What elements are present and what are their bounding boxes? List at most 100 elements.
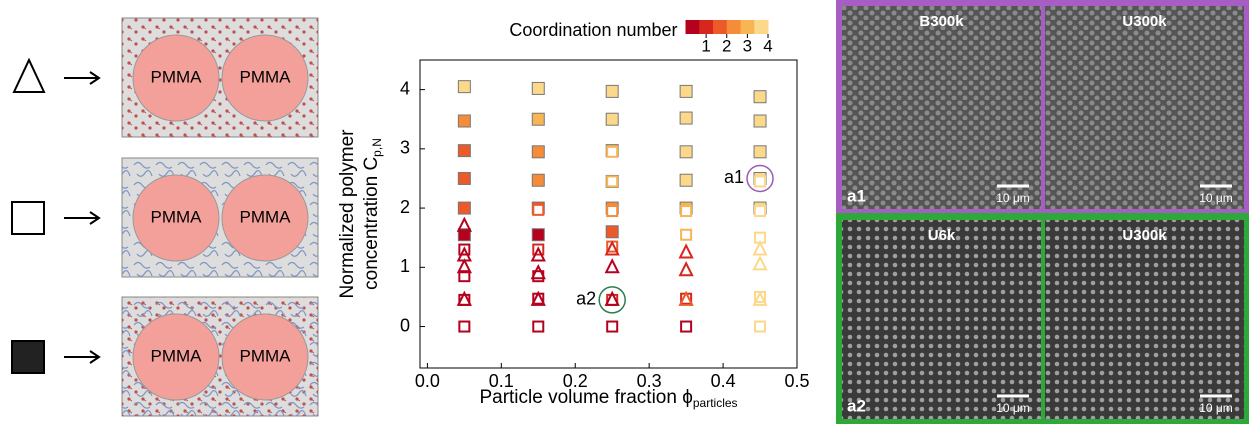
filled-square-point [531, 112, 545, 126]
open-square-point [606, 175, 619, 188]
triangle-point [752, 240, 768, 256]
schematics: PMMA PMMA PMMA PMMA PMMA PMMA [11, 17, 319, 417]
open-square-point [458, 270, 471, 283]
x-tick-label: 0.4 [711, 371, 736, 391]
particle-label: PMMA [240, 67, 292, 86]
open-square-point [606, 205, 619, 218]
filled-square-point [605, 84, 619, 98]
particle-label: PMMA [240, 346, 292, 365]
open-square-point [680, 205, 693, 218]
filled-square-point [457, 80, 471, 94]
open-square-point [458, 320, 471, 333]
y-tick-label: 1 [400, 256, 410, 276]
y-tick-label: 2 [400, 197, 410, 217]
open-square-point [754, 175, 767, 188]
filled-square-point [531, 81, 545, 95]
filled-square-point [753, 90, 767, 104]
filled-square-point [679, 111, 693, 125]
filled-square-point [531, 228, 545, 242]
x-tick-label: 0.2 [563, 371, 588, 391]
annotation-label: a2 [576, 289, 596, 309]
y-axis-label: concentration Cp,N [361, 138, 384, 290]
annotation-label: a1 [724, 167, 744, 187]
filled-square-point [457, 144, 471, 158]
x-axis-label: Particle volume fraction ϕparticles [479, 387, 737, 410]
x-label-sub: particles [693, 396, 738, 410]
micrograph-texture [1045, 6, 1244, 209]
colorbar-title: Coordination number [509, 20, 677, 40]
particle [132, 34, 220, 122]
y-label-sub: p,N [370, 138, 384, 157]
open-square-point [754, 205, 767, 218]
open-square-point [606, 320, 619, 333]
colorbar-cell [713, 20, 728, 34]
particle-label: PMMA [151, 207, 203, 226]
open-square-point [532, 320, 545, 333]
triangle-point [530, 246, 546, 262]
arrow [64, 211, 101, 225]
scale-label: 10 μm [996, 401, 1030, 415]
particle [132, 313, 220, 401]
open-square-point [680, 228, 693, 241]
plot-frame [419, 59, 798, 369]
filled-square-point [679, 173, 693, 187]
filled-square-point [457, 171, 471, 185]
y-label-line: Normalized polymer [337, 129, 358, 299]
micrograph-texture [1045, 220, 1244, 419]
colorbar-cell [754, 20, 769, 34]
colorbar-cell [685, 20, 700, 34]
triangle-point [530, 290, 546, 306]
marker-square [11, 201, 45, 235]
micrograph-title: U300k [1122, 13, 1167, 30]
filled-square-point [457, 114, 471, 128]
y-tick-label: 4 [400, 78, 410, 98]
colorbar-cell [726, 20, 741, 34]
scale-label: 10 μm [996, 191, 1030, 205]
particle [221, 313, 309, 401]
micrograph-texture [842, 6, 1041, 209]
particle [132, 174, 220, 262]
filled-square-point [531, 145, 545, 159]
colorbar-cell [699, 20, 714, 34]
panel-label: a1 [847, 186, 866, 205]
triangle-point [678, 261, 694, 277]
micrographs: B300k a1 10 μm U300k 10 μm U6k a2 10 μm U300k 10 … [836, 0, 1249, 424]
triangle-point [456, 216, 472, 232]
particle-label: PMMA [151, 67, 203, 86]
filled-square-point [457, 201, 471, 215]
y-label-line: concentration C [361, 157, 382, 290]
x-tick-label: 0.5 [784, 371, 809, 391]
filled-square-point [679, 145, 693, 159]
y-tick-label: 0 [400, 315, 410, 335]
x-label-main: Particle volume fraction ϕ [479, 387, 692, 408]
particle-label: PMMA [240, 207, 292, 226]
triangle-point [752, 290, 768, 306]
filled-square-point [753, 114, 767, 128]
colorbar-tick-label: 2 [722, 36, 731, 55]
x-tick-label: 0.0 [415, 371, 440, 391]
micrograph-title: U300k [1122, 227, 1167, 244]
scale-label: 10 μm [1199, 401, 1233, 415]
triangle-point [678, 290, 694, 306]
colorbar-tick-label: 1 [701, 36, 710, 55]
particle-label: PMMA [151, 346, 203, 365]
triangle-point [530, 263, 546, 280]
filled-square-point [679, 84, 693, 98]
y-tick-label: 3 [400, 138, 410, 158]
x-tick-label: 0.3 [637, 371, 662, 391]
x-tick-label: 0.1 [489, 371, 514, 391]
open-square-point [532, 203, 545, 216]
triangle-point [604, 258, 620, 274]
filled-square-point [531, 173, 545, 187]
triangle-point [456, 290, 472, 306]
marker-square [11, 340, 45, 374]
colorbar-tick-label: 3 [743, 36, 752, 55]
particle [221, 174, 309, 262]
colorbar-cell [740, 20, 755, 34]
scale-label: 10 μm [1199, 191, 1233, 205]
filled-square-point [605, 112, 619, 126]
triangle-point [456, 258, 472, 274]
micrograph-title: B300k [919, 13, 964, 30]
